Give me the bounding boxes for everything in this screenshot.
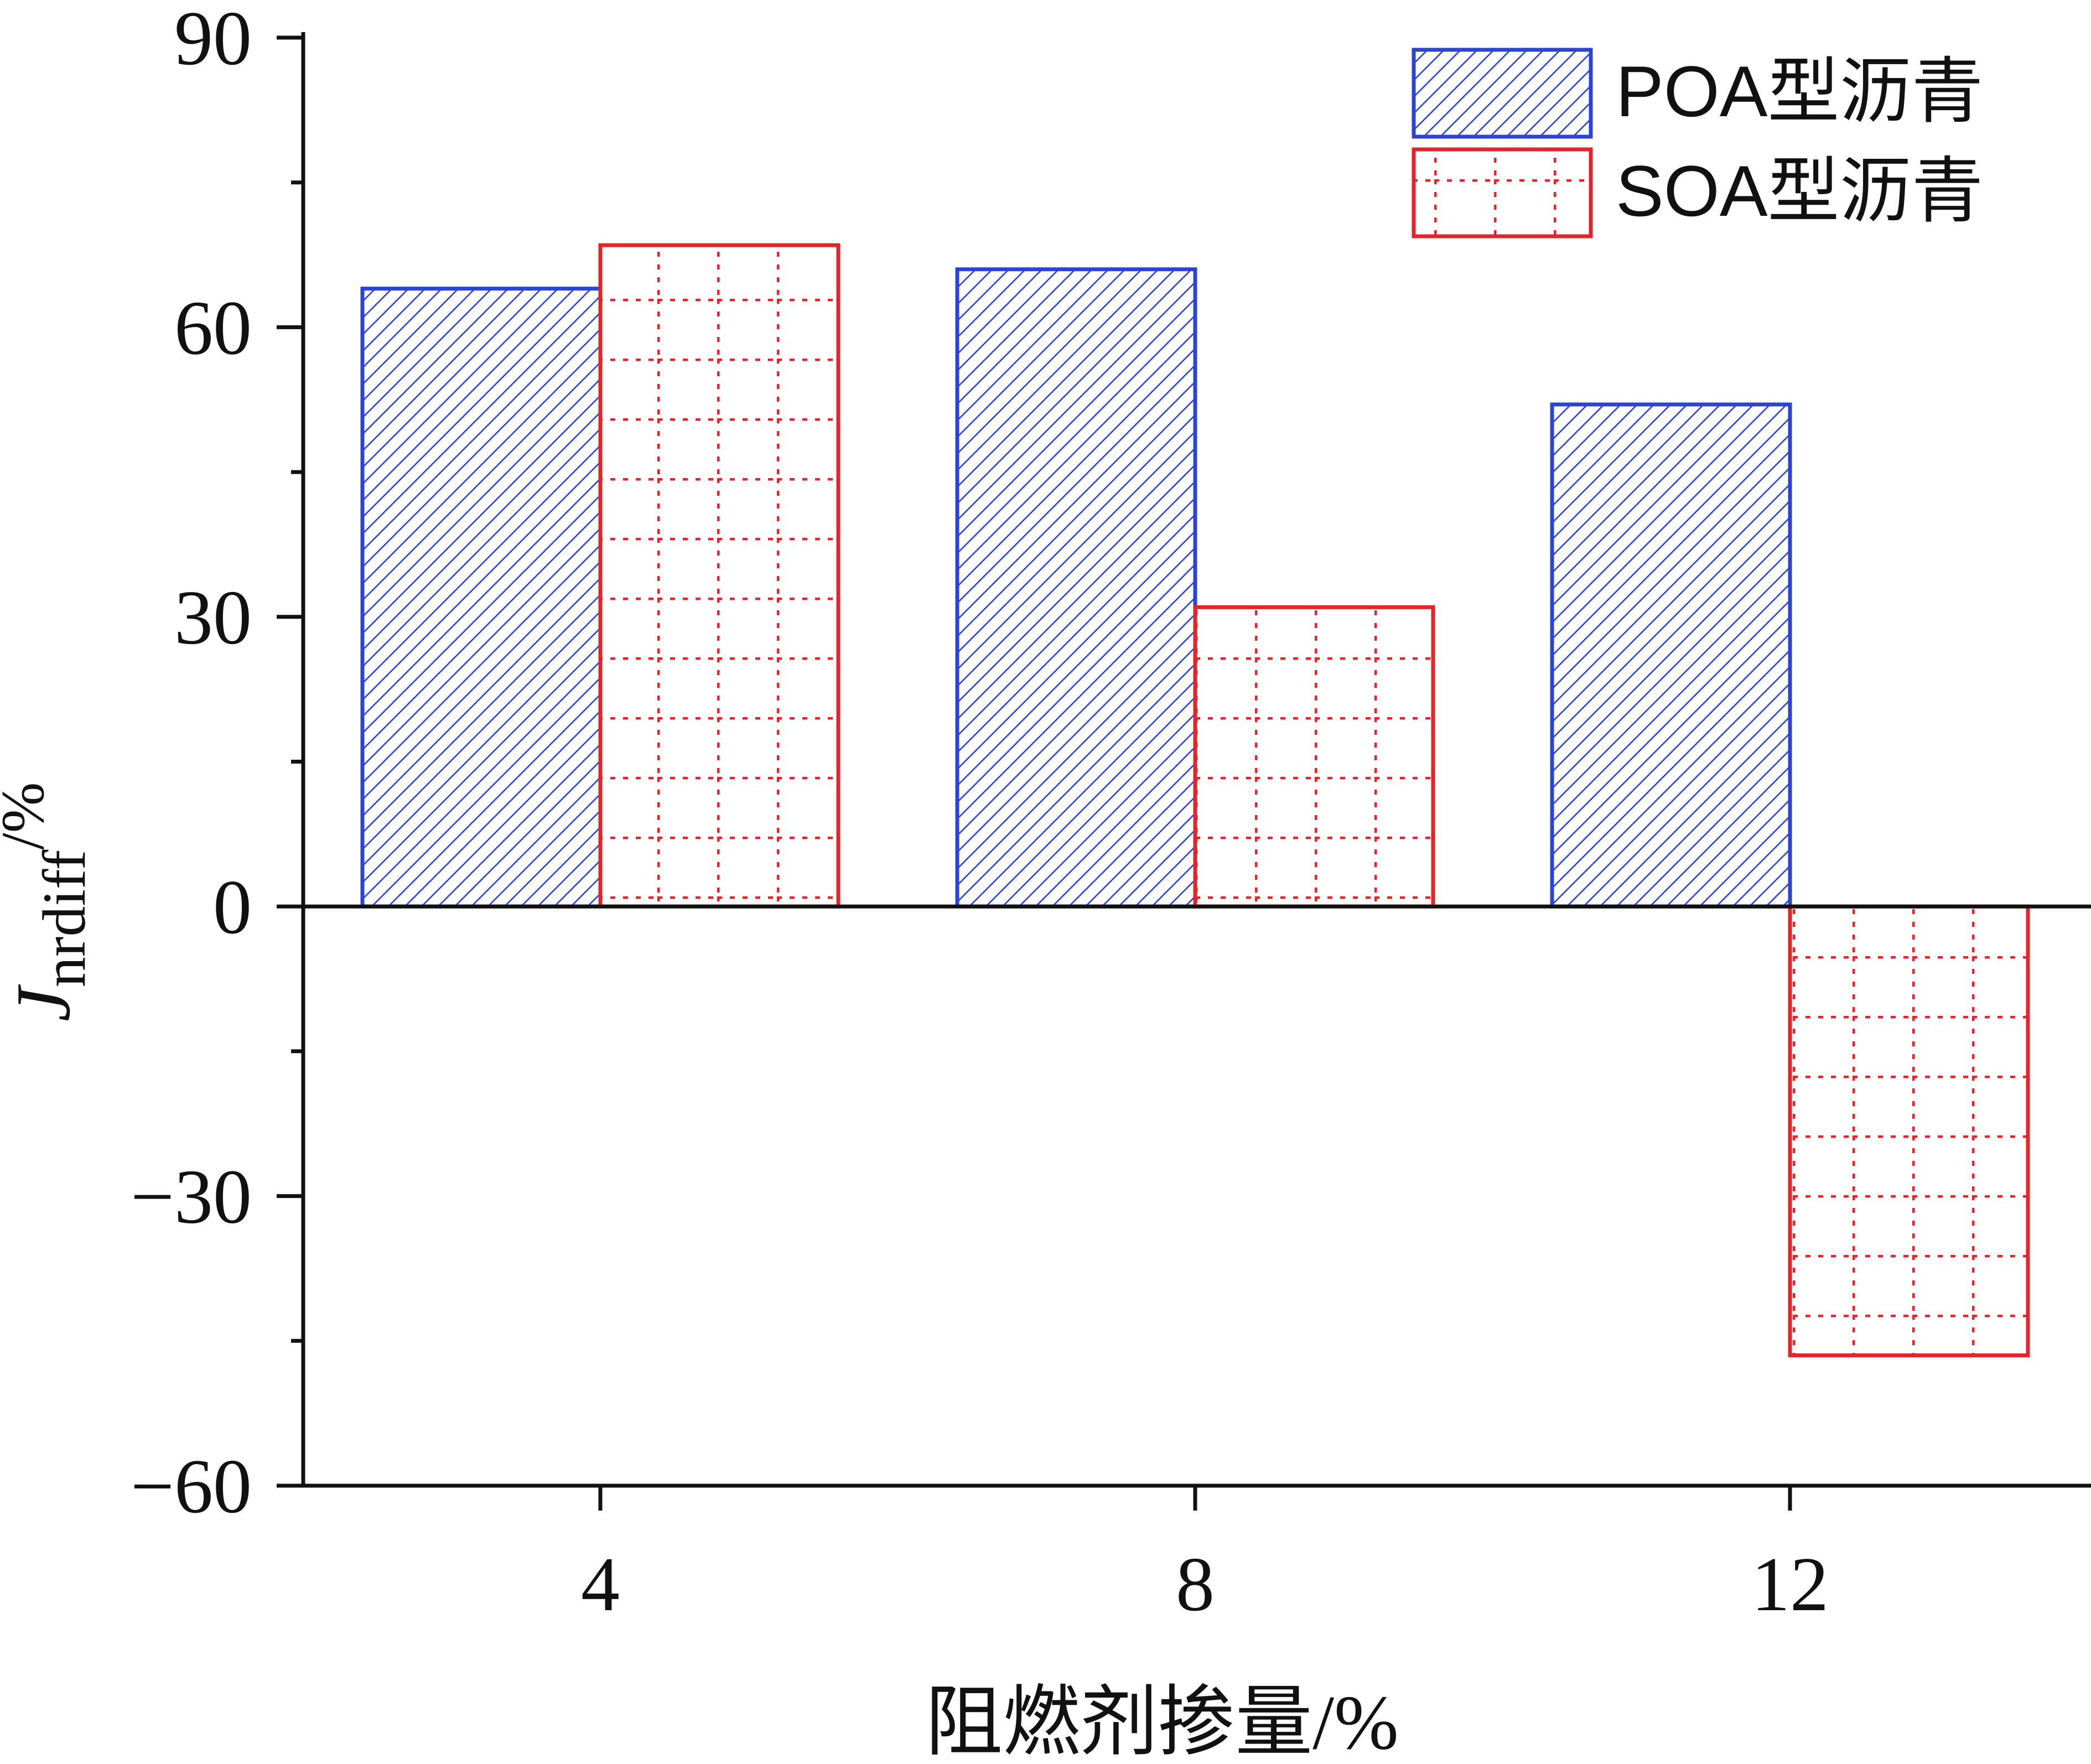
bar-poa-4 bbox=[360, 287, 603, 909]
legend-label-poa: POA型沥青 bbox=[1616, 51, 1984, 132]
y-tick-label: 0 bbox=[213, 864, 252, 950]
legend-swatch-poa bbox=[1412, 48, 1593, 139]
legend: POA型沥青 SOA型沥青 bbox=[1412, 48, 1984, 238]
y-axis-label-unit: /% bbox=[0, 782, 56, 850]
y-tick-label: 90 bbox=[174, 0, 252, 81]
x-tick-label: 8 bbox=[1176, 1542, 1215, 1627]
x-tick-label: 4 bbox=[581, 1542, 620, 1627]
y-tick-label: 60 bbox=[174, 285, 252, 371]
axes-layer: −60 −30 0 30 60 90 4 8 12 bbox=[131, 0, 2091, 1627]
bars-layer bbox=[360, 243, 2030, 1357]
bar-soa-4 bbox=[598, 243, 840, 909]
x-axis-label: 阻燃剂掺量/% bbox=[925, 1680, 1399, 1764]
y-axis-label-main: J bbox=[1, 984, 86, 1021]
y-axis-label: Jnrdiff/% bbox=[0, 782, 98, 1022]
y-tick-label: 30 bbox=[174, 575, 252, 661]
bar-poa-8 bbox=[955, 267, 1197, 909]
legend-swatch-soa bbox=[1412, 147, 1593, 238]
y-tick-label: −30 bbox=[131, 1154, 252, 1240]
bar-poa-12 bbox=[1550, 402, 1792, 909]
bar-soa-12 bbox=[1788, 904, 2030, 1357]
y-axis-label-subscript: nrdiff bbox=[30, 849, 98, 987]
legend-label-soa: SOA型沥青 bbox=[1616, 151, 1984, 231]
x-tick-label: 12 bbox=[1751, 1542, 1829, 1627]
y-tick-label: −60 bbox=[131, 1444, 252, 1529]
bar-soa-8 bbox=[1193, 605, 1435, 909]
